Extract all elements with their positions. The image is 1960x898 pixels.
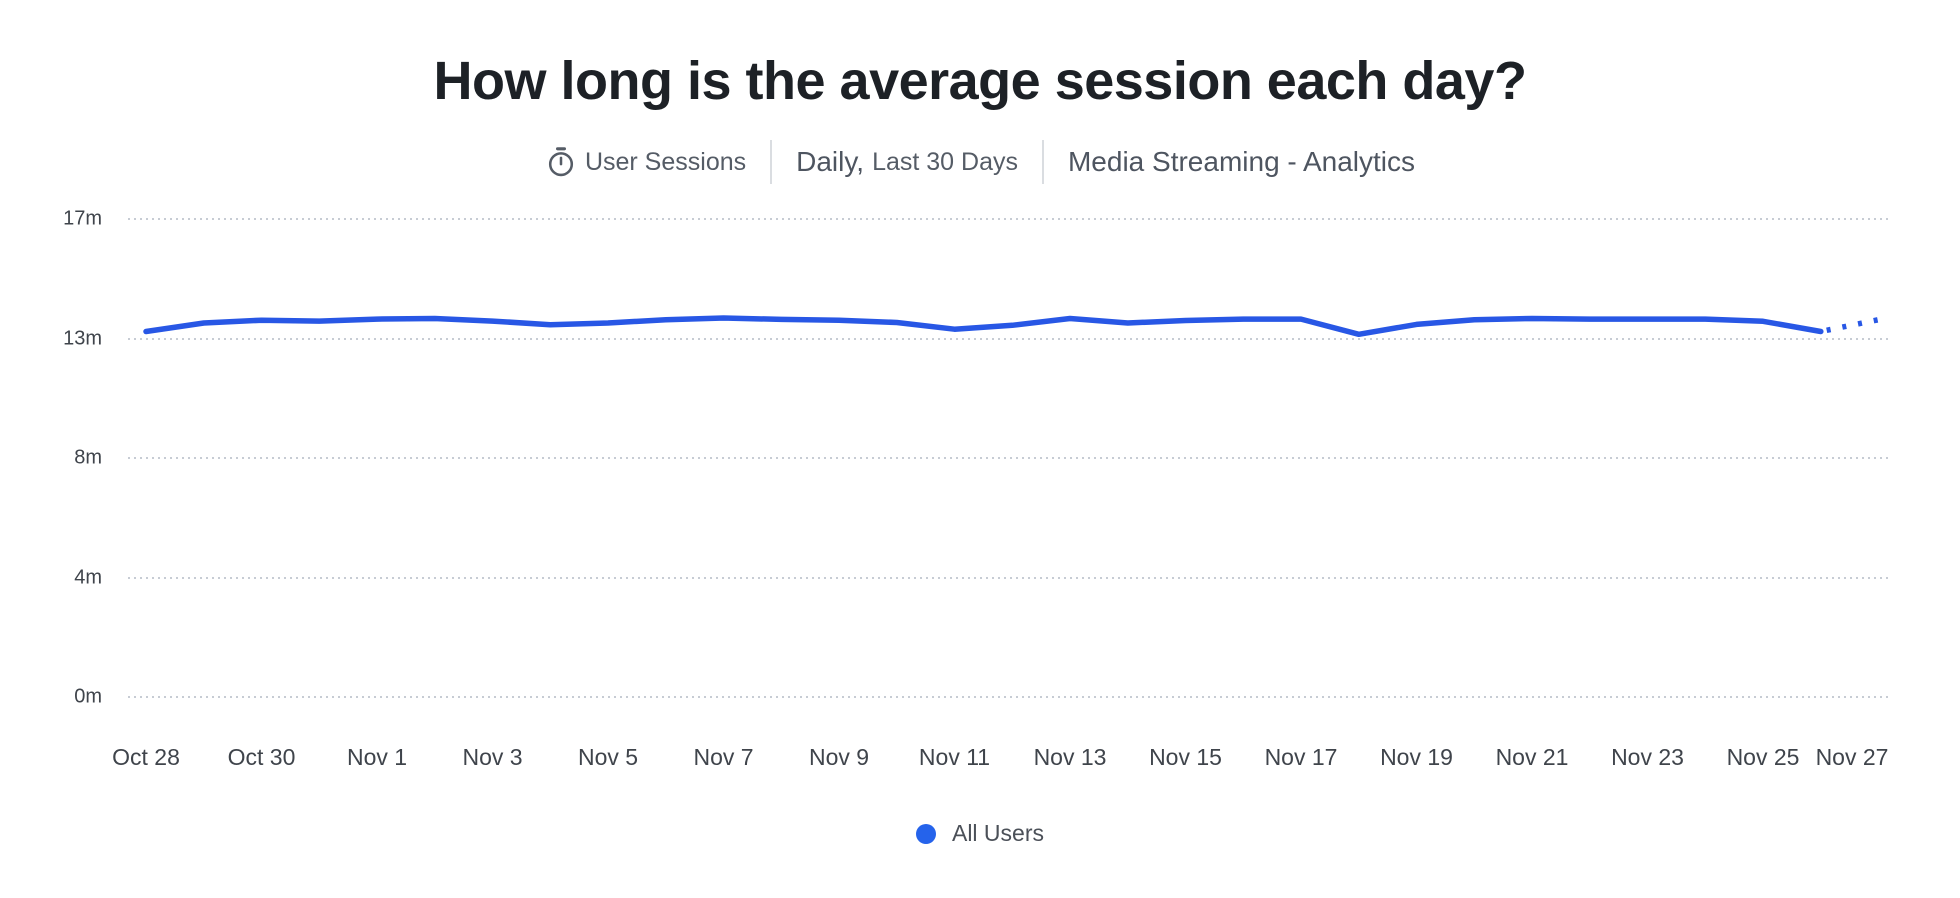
chart-title: How long is the average session each day… [433,51,1527,111]
series-line-all-users[interactable] [143,315,1824,338]
x-axis-tick-label: Nov 17 [1264,744,1338,770]
x-axis-tick-label: Oct 30 [227,744,296,770]
x-axis-tick-label: Nov 19 [1380,744,1453,770]
x-axis-tick-label: Nov 15 [1149,744,1222,770]
y-axis-tick-label: 13m [63,327,102,349]
x-axis-tick-label: Oct 28 [112,744,180,770]
x-axis-tick-label: Nov 11 [918,744,991,770]
x-axis-tick-label: Nov 23 [1611,744,1684,770]
event-meta: User Sessions [545,146,746,178]
source-meta: Media Streaming - Analytics [1068,146,1415,178]
x-axis-tick-label: Nov 7 [693,744,754,770]
legend-item-all-users[interactable]: All Users [0,820,1960,847]
gridline [128,337,1890,340]
granularity-label: Daily, [796,146,865,177]
range-label: Last 30 Days [872,147,1018,176]
gridline [128,218,1890,220]
meta-divider [770,140,773,184]
source-label: Media Streaming - Analytics [1067,146,1416,177]
x-axis-tick-label: Nov 9 [808,744,870,770]
y-axis-tick-label: 8m [74,446,102,469]
x-axis-tick-label: Nov 25 [1726,744,1800,770]
legend-label[interactable]: All Users [951,820,1044,846]
gridline [128,576,1890,579]
y-axis-tick-label: 4m [74,566,102,588]
x-axis-tick-label: Nov 1 [346,744,408,770]
x-axis-tick-label: Nov 21 [1495,744,1569,770]
y-axis-tick-label: 17m [63,207,102,230]
gridline [128,457,1890,459]
event-label: User Sessions [584,147,747,176]
gridline [128,696,1890,698]
meta-divider [1041,140,1044,184]
x-axis-tick-label: Nov 5 [577,744,639,770]
legend-dot[interactable] [915,823,936,844]
x-axis-tick-label: Nov 3 [462,744,523,770]
date-range-meta: Daily, Last 30 Days [796,146,1018,178]
chart-meta-row: User Sessions Daily, Last 30 Days Media … [0,140,1960,184]
stopwatch-icon [548,147,574,177]
series-line-incomplete-tail[interactable] [1820,317,1880,335]
y-axis-tick-label: 0m [74,685,102,708]
x-axis-tick-label: Nov 13 [1033,744,1107,770]
x-axis-tick-label: Nov 27 [1815,744,1889,770]
